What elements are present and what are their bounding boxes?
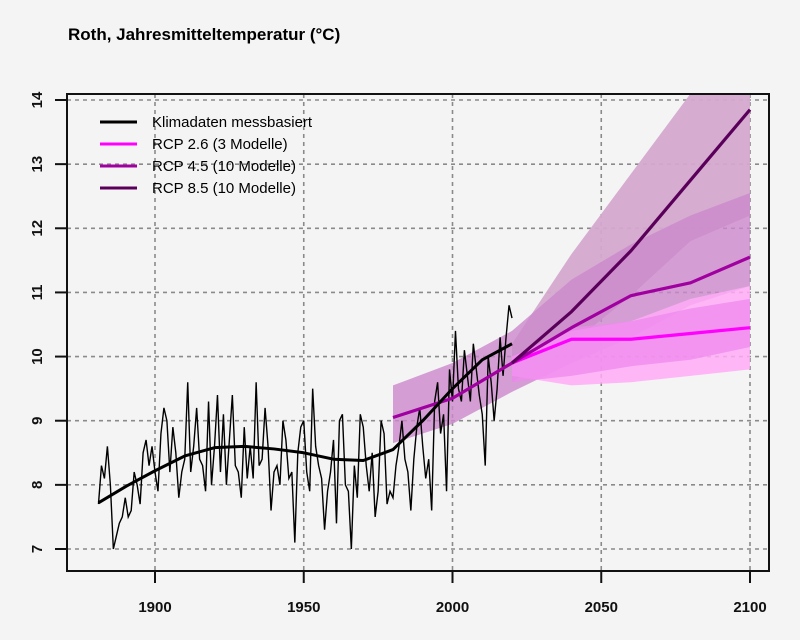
rcp85-median-line [510,108,752,365]
y-tick-label: 14 [29,91,46,108]
rcp45-median-line [392,255,751,420]
plot-frame [66,93,770,572]
series-lines [97,108,752,550]
y-tick-label: 12 [29,220,46,237]
uncertainty-bands [393,94,750,444]
y-tick-label: 13 [29,156,46,173]
chart-title: Roth, Jahresmitteltemperatur (°C) [68,25,340,44]
legend-label: Klimadaten messbasiert [152,114,313,131]
legend-label: RCP 4.5 (10 Modelle) [152,158,296,175]
x-tick-label: 2050 [585,599,618,616]
x-tick-label: 2000 [436,599,469,616]
legend-label: RCP 8.5 (10 Modelle) [152,180,296,197]
x-tick-label: 2100 [733,599,766,616]
y-tick-label: 8 [29,481,46,489]
x-tick-label: 1950 [287,599,320,616]
legend-label: RCP 2.6 (3 Modelle) [152,136,288,153]
y-tick-label: 9 [29,417,46,425]
rcp26-median-line [511,326,751,365]
x-tick-label: 1900 [138,599,171,616]
y-tick-label: 10 [29,348,46,365]
y-tick-label: 7 [29,545,46,553]
observed-annual-line [97,305,513,550]
axes: 1900 1950 2000 2050 2100 7 8 9 10 11 12 13 14 [29,91,770,616]
legend: Klimadaten messbasiert RCP 2.6 (3 Modelle… [100,114,313,197]
y-tick-label: 11 [29,284,46,300]
observed-smoothed-line [97,342,513,505]
